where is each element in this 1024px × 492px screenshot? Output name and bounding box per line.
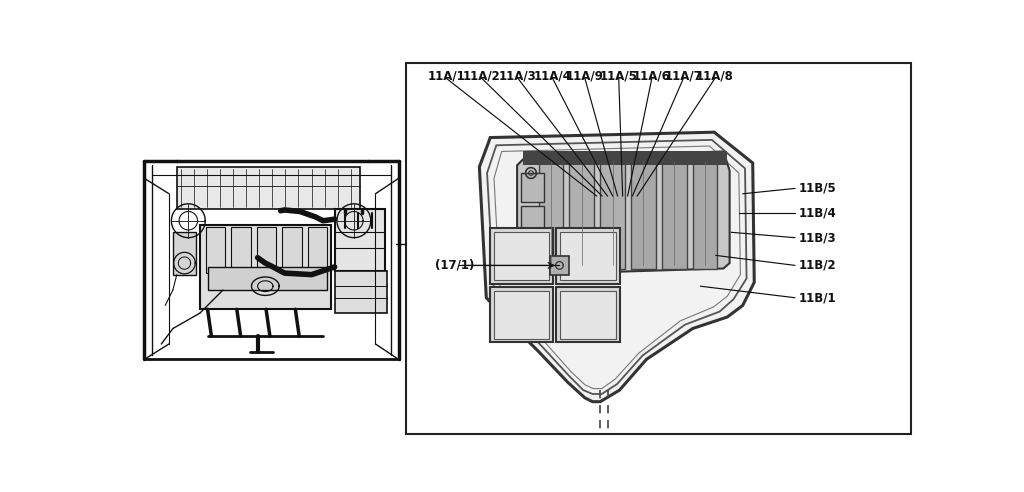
Bar: [206, 227, 225, 273]
Bar: [664, 154, 685, 160]
Text: 11B/2: 11B/2: [799, 259, 837, 272]
Bar: [541, 154, 562, 160]
Bar: [662, 157, 686, 269]
Bar: [692, 157, 717, 269]
Bar: [521, 173, 544, 202]
Bar: [560, 232, 615, 280]
Bar: [231, 227, 251, 273]
Bar: [521, 206, 544, 235]
Bar: [208, 267, 327, 290]
Bar: [494, 291, 550, 338]
Text: 11B/1: 11B/1: [799, 291, 837, 304]
Bar: [560, 291, 615, 338]
Bar: [257, 227, 276, 273]
Bar: [173, 232, 196, 275]
Bar: [571, 154, 593, 160]
Text: 11A/8: 11A/8: [696, 70, 734, 83]
Text: 11A/7: 11A/7: [665, 70, 702, 83]
Text: 11B/5: 11B/5: [799, 182, 837, 195]
Bar: [177, 167, 360, 209]
Bar: [694, 154, 716, 160]
Bar: [631, 157, 655, 269]
Text: 11A/1: 11A/1: [427, 70, 465, 83]
Bar: [490, 228, 553, 284]
Bar: [200, 224, 331, 309]
Bar: [335, 271, 387, 313]
Text: 11A/3: 11A/3: [499, 70, 537, 83]
Bar: [521, 239, 544, 269]
Bar: [307, 227, 327, 273]
Bar: [556, 287, 620, 342]
Text: 11A/2: 11A/2: [463, 70, 501, 83]
Bar: [550, 256, 568, 275]
Bar: [407, 63, 910, 434]
Bar: [490, 287, 553, 342]
Polygon shape: [479, 132, 755, 401]
Bar: [602, 154, 624, 160]
Bar: [633, 154, 654, 160]
Bar: [600, 157, 625, 269]
Bar: [335, 209, 385, 271]
Bar: [569, 157, 594, 269]
Bar: [494, 232, 550, 280]
Bar: [556, 228, 620, 284]
Text: 11B/4: 11B/4: [799, 207, 837, 219]
Bar: [539, 157, 563, 269]
Bar: [283, 227, 301, 273]
Text: 11B/3: 11B/3: [799, 231, 837, 244]
Text: 11A/6: 11A/6: [633, 70, 671, 83]
Text: 11A/5: 11A/5: [600, 70, 638, 83]
Polygon shape: [517, 152, 730, 275]
Text: 11A/4: 11A/4: [534, 70, 571, 83]
Text: (17/1): (17/1): [435, 259, 474, 272]
Text: 11A/9: 11A/9: [566, 70, 604, 83]
Bar: [523, 152, 727, 165]
